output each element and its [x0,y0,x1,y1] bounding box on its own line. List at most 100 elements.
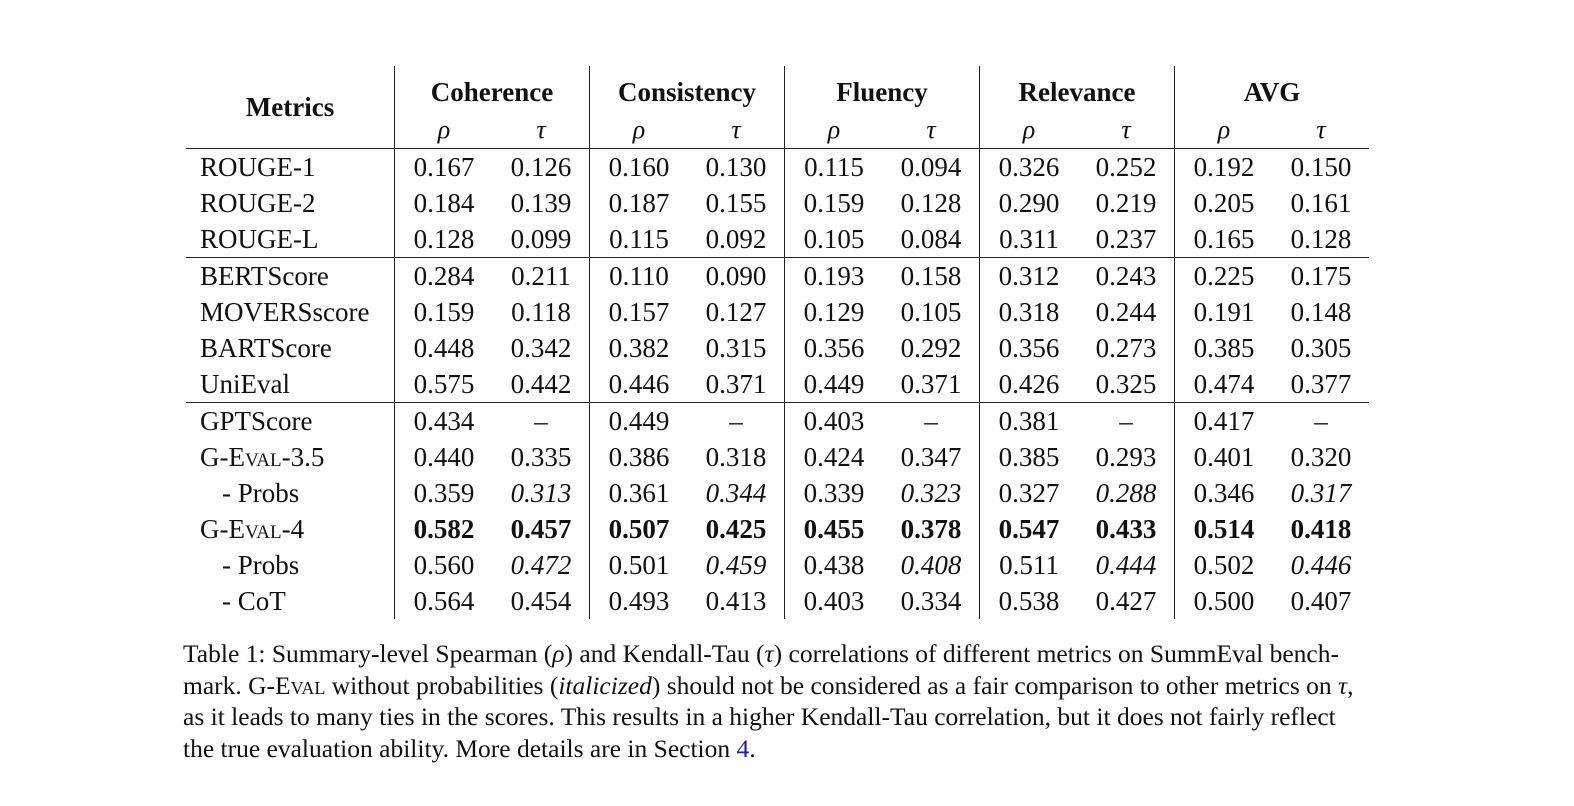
rho-value-cell: 0.205 [1174,185,1273,221]
rho-value-cell: 0.191 [1174,294,1273,330]
rho-value-cell: 0.403 [784,402,883,439]
caption-line: mark. G-Eval without probabilities (ital… [183,670,1354,700]
rho-value-cell: 0.417 [1174,402,1273,439]
tau-value-cell: 0.433 [1095,513,1157,544]
rho-value-cell: 0.381 [979,402,1078,439]
group-header-consistency: Consistency [589,66,785,108]
tau-value-cell: – [1273,402,1369,439]
tau-value-cell: 0.335 [510,441,572,472]
rho-value-cell: 0.514 [1174,511,1273,547]
table-row: - Probs 0.359 0.313 0.361 0.344 0.339 0.323 0.3… [186,475,1369,511]
group-header-avg: AVG [1174,66,1369,108]
rho-value-cell: 0.386 [589,439,688,475]
caption-line: Table 1: Summary-level Spearman (ρ) and … [183,639,1339,668]
rho-value-cell: 0.426 [979,366,1078,403]
table-row: ROUGE-L 0.128 0.099 0.115 0.092 0.105 0.084 0.3… [186,221,1369,258]
tau-value-cell: – [688,402,785,439]
metric-name-cell: ROUGE-L [200,223,319,254]
tau-value-cell: 0.371 [900,368,962,399]
rho-value-cell: 0.184 [394,185,493,221]
tau-value-cell: 0.344 [705,477,767,508]
rho-value-cell: 0.564 [394,583,493,619]
tau-value-cell: 0.084 [900,223,962,254]
rho-header: ρ [1174,108,1273,149]
results-table-container: Metrics Coherence Consistency Fluency Re… [186,66,1369,619]
tau-value-cell: 0.446 [1290,549,1352,580]
tau-value-cell: 0.457 [510,513,572,544]
metrics-header: Metrics [245,91,335,122]
table-row: UniEval 0.575 0.442 0.446 0.371 0.449 0.371 0.4… [186,366,1369,403]
tau-value-cell: 0.130 [688,148,785,185]
rho-value-cell: 0.547 [979,511,1078,547]
table-caption: Table 1: Summary-level Spearman (ρ) and … [183,638,1398,764]
rho-value-cell: 0.511 [979,547,1078,583]
tau-value-cell: 0.148 [1290,296,1352,327]
rho-value-cell: 0.385 [1174,330,1273,366]
rho-value-cell: 0.575 [394,366,493,403]
group-header-coherence: Coherence [394,66,590,108]
tau-value-cell: 0.094 [883,148,980,185]
rho-header: ρ [784,108,883,149]
caption-line: as it leads to many ties in the scores. … [183,702,1336,731]
metric-name-cell: ROUGE-1 [186,148,395,185]
rho-value-cell: 0.438 [784,547,883,583]
rho-value-cell: 0.502 [1174,547,1273,583]
tau-value-cell: – [1078,402,1175,439]
rho-value-cell: 0.424 [784,439,883,475]
rho-value-cell: 0.560 [394,547,493,583]
metric-name-cell: BARTScore [200,332,332,363]
tau-value-cell: 0.472 [510,549,572,580]
tau-value-cell: 0.334 [900,585,962,616]
rho-value-cell: 0.359 [394,475,493,511]
tau-value-cell: 0.161 [1290,187,1352,218]
tau-header: τ [688,108,785,149]
rho-value-cell: 0.385 [979,439,1078,475]
metric-name-cell: G-Eval-3.5 [200,441,325,472]
group-header-fluency: Fluency [784,66,980,108]
tau-value-cell: 0.105 [900,296,962,327]
rho-value-cell: 0.403 [784,583,883,619]
tau-value-cell: 0.090 [688,257,785,294]
rho-value-cell: 0.284 [394,257,493,294]
tau-value-cell: 0.347 [900,441,962,472]
rho-header: ρ [979,108,1078,149]
metric-name-cell: BERTScore [186,257,395,294]
rho-value-cell: 0.382 [589,330,688,366]
rho-value-cell: 0.159 [394,294,493,330]
rho-value-cell: 0.192 [1174,148,1273,185]
rho-value-cell: 0.128 [394,221,493,258]
rho-value-cell: 0.110 [589,257,688,294]
rho-value-cell: 0.356 [979,330,1078,366]
tau-header: τ [1273,108,1369,149]
tau-value-cell: – [493,402,590,439]
section-link[interactable]: 4 [736,733,750,763]
table-row: BARTScore 0.448 0.342 0.382 0.315 0.356 0.292 0… [186,330,1369,366]
metric-name-cell: - CoT [222,585,286,616]
rho-value-cell: 0.165 [1174,221,1273,258]
rho-value-cell: 0.356 [784,330,883,366]
rho-value-cell: 0.115 [784,148,883,185]
tau-value-cell: 0.427 [1095,585,1157,616]
tau-value-cell: 0.158 [883,257,980,294]
tau-value-cell: 0.155 [705,187,767,218]
tau-value-cell: 0.442 [510,368,572,399]
rho-value-cell: 0.327 [979,475,1078,511]
tau-value-cell: 0.150 [1273,148,1369,185]
tau-value-cell: 0.127 [705,296,767,327]
tau-value-cell: 0.252 [1078,148,1175,185]
rho-header: ρ [394,108,493,149]
rho-value-cell: 0.455 [784,511,883,547]
rho-value-cell: 0.193 [784,257,883,294]
tau-value-cell: 0.292 [900,332,962,363]
tau-value-cell: 0.128 [900,187,962,218]
tau-value-cell: 0.099 [510,223,572,254]
tau-value-cell: 0.371 [705,368,767,399]
tau-value-cell: 0.459 [705,549,767,580]
tau-value-cell: 0.323 [900,477,962,508]
metric-name-cell: G-Eval-4 [200,513,305,544]
table-row: G-Eval-3.5 0.440 0.335 0.386 0.318 0.424 0.347… [186,439,1369,475]
rho-value-cell: 0.160 [589,148,688,185]
metric-name-cell: - Probs [222,477,300,508]
rho-value-cell: 0.440 [394,439,493,475]
table-row: - Probs 0.560 0.472 0.501 0.459 0.438 0.408 0.5… [186,547,1369,583]
